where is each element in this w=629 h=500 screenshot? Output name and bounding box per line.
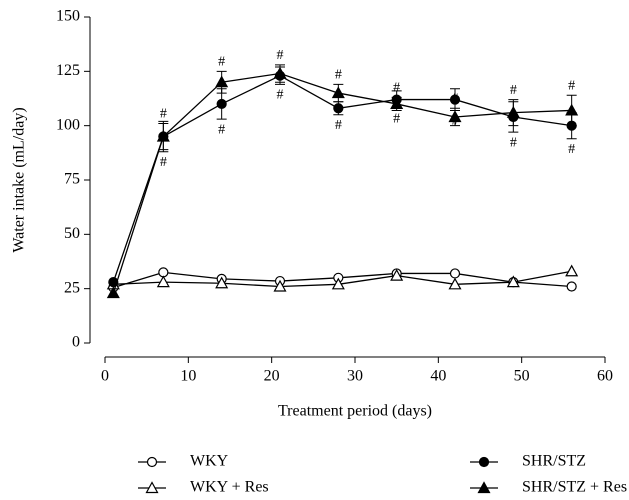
y-tick-label: 50 (64, 225, 80, 242)
data-point (565, 264, 579, 277)
data-point (331, 277, 345, 290)
significance-mark: # (452, 91, 459, 106)
x-tick-label: 30 (347, 368, 363, 385)
significance-mark: # (510, 135, 517, 150)
data-point (215, 276, 229, 289)
legend-marker (477, 481, 491, 494)
data-point (156, 275, 170, 288)
data-point (448, 277, 462, 290)
y-tick-label: 100 (56, 116, 80, 133)
data-point (216, 98, 227, 110)
significance-mark: # (218, 55, 225, 70)
significance-mark: # (335, 118, 342, 133)
x-tick-label: 10 (180, 368, 196, 385)
data-point (449, 268, 461, 279)
legend-label: WKY + Res (190, 479, 269, 496)
data-point (331, 86, 345, 99)
significance-mark: # (277, 88, 284, 103)
significance-mark: # (218, 122, 225, 137)
data-point (449, 94, 461, 105)
data-point (273, 66, 287, 79)
significance-mark: # (277, 48, 284, 63)
legend-label: WKY (190, 453, 229, 470)
legend-label: SHR/STZ (522, 453, 586, 470)
significance-mark: # (160, 155, 167, 170)
data-point (215, 75, 229, 88)
legend-marker (478, 456, 490, 468)
y-tick-label: 125 (56, 62, 80, 79)
legend-marker (146, 456, 158, 468)
data-point (273, 279, 287, 292)
data-point (448, 110, 462, 123)
y-tick-label: 75 (64, 171, 80, 188)
y-tick-label: 25 (64, 279, 80, 296)
data-point (566, 281, 577, 292)
data-point (390, 268, 404, 281)
significance-mark: # (335, 68, 342, 83)
legend-label: SHR/STZ + Res (522, 479, 627, 496)
data-point (506, 105, 520, 118)
x-tick-label: 0 (101, 368, 109, 385)
data-point (333, 103, 344, 114)
x-tick-label: 40 (430, 368, 446, 385)
data-point (156, 129, 170, 142)
x-tick-label: 50 (514, 368, 530, 385)
y-tick-label: 0 (72, 334, 80, 351)
significance-mark: # (568, 142, 575, 157)
data-point (106, 286, 120, 299)
data-point (390, 97, 404, 110)
data-point (565, 103, 579, 116)
significance-mark: # (393, 111, 400, 126)
y-axis-label: Water intake (mL/day) (11, 107, 28, 252)
x-axis-label: Treatment period (days) (278, 403, 432, 420)
y-tick-label: 150 (56, 8, 80, 25)
significance-mark: # (568, 78, 575, 93)
legend-marker (145, 481, 159, 494)
significance-mark: # (393, 81, 400, 96)
x-tick-label: 60 (597, 368, 613, 385)
significance-mark: # (160, 107, 167, 122)
x-tick-label: 20 (264, 368, 280, 385)
data-point (506, 275, 520, 288)
significance-mark: # (510, 83, 517, 98)
